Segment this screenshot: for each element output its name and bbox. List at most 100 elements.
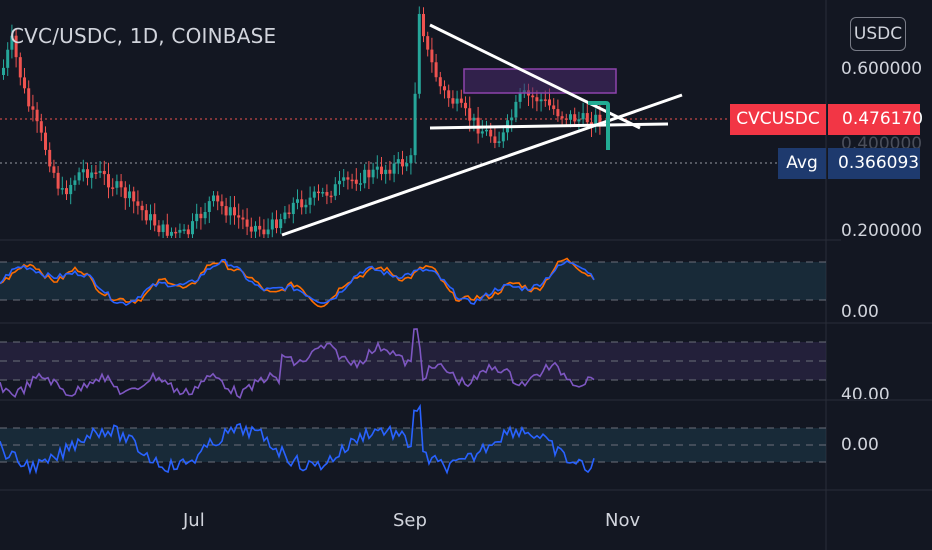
symbol-tag-value: 0.476170 — [828, 104, 923, 135]
candle-body — [585, 113, 589, 123]
candle-body — [581, 113, 585, 120]
rising-trendline[interactable] — [281, 93, 683, 237]
time-label-jul: Jul — [183, 510, 205, 531]
candle-body — [375, 166, 379, 170]
candle-body — [422, 13, 425, 37]
candle-body — [426, 36, 430, 50]
candle-body — [539, 99, 543, 102]
candle-body — [10, 35, 14, 50]
candle-body — [392, 163, 396, 174]
stoch-d-line — [0, 257, 595, 308]
candle-body — [203, 211, 207, 219]
candle-body — [6, 49, 10, 68]
candle-body — [443, 86, 446, 91]
candle-body — [380, 166, 383, 175]
candle-body — [569, 114, 572, 120]
candle-body — [195, 213, 199, 222]
candle-body — [254, 225, 257, 232]
candle-body — [480, 131, 484, 134]
candle-body — [119, 181, 123, 188]
candle-body — [291, 202, 295, 215]
candle-body — [182, 229, 186, 231]
candle-body — [514, 101, 518, 118]
candle-body — [44, 132, 47, 150]
chart-title: CVC/USDC, 1D, COINBASE — [10, 24, 277, 48]
candle-body — [447, 90, 451, 99]
candle-body — [216, 195, 220, 202]
candle-body — [18, 57, 22, 78]
resistance-rectangle[interactable] — [463, 68, 617, 94]
candle-body — [510, 117, 514, 121]
candle-body — [354, 179, 358, 184]
candle-body — [153, 214, 157, 226]
candle-body — [405, 163, 409, 167]
rsi-axis-label: 40.00 — [841, 385, 910, 399]
candle-body — [170, 231, 173, 236]
stoch-band — [0, 262, 826, 300]
candle-body — [48, 149, 52, 167]
candle-body — [531, 95, 535, 98]
candle-body — [577, 119, 581, 122]
candle-body — [241, 217, 245, 220]
candle-body — [128, 191, 131, 199]
candle-body — [77, 172, 81, 181]
time-label-sep: Sep — [393, 510, 427, 531]
candle-body — [237, 215, 241, 218]
cci-axis-label: 0.00 — [841, 435, 899, 455]
candle-body — [409, 155, 413, 164]
candle-body — [451, 98, 455, 104]
candle-body — [52, 166, 56, 173]
upper-trendline[interactable] — [429, 23, 641, 130]
candle-body — [224, 206, 228, 216]
rsi-line — [0, 328, 595, 399]
candle-body — [300, 199, 304, 208]
candle-body — [321, 192, 325, 194]
candle-body — [23, 77, 26, 89]
candle-body — [472, 117, 476, 121]
candle-body — [2, 67, 5, 75]
candle-body — [245, 219, 249, 227]
candle-body — [485, 129, 488, 132]
candle-body — [279, 219, 283, 229]
candle-body — [65, 188, 68, 195]
candle-body — [430, 49, 434, 63]
candle-body — [594, 114, 598, 126]
cci-line — [0, 403, 595, 476]
avg-tag-name: Avg — [778, 148, 826, 179]
candle-body — [552, 105, 556, 110]
arrow-turn-down-icon — [588, 101, 610, 150]
candle-body — [497, 141, 501, 143]
candle-body — [371, 169, 375, 178]
currency-button[interactable]: USDC — [850, 17, 906, 51]
candle-body — [212, 195, 215, 202]
candle-body — [296, 199, 299, 203]
candle-body — [417, 13, 421, 94]
horizontal-trendline[interactable] — [429, 122, 669, 130]
candle-body — [94, 172, 98, 174]
candle-body — [501, 132, 505, 142]
candle-body — [56, 172, 60, 189]
candle-body — [598, 114, 602, 124]
candle-body — [548, 99, 551, 106]
price-label-high: 0.600000 — [841, 59, 932, 79]
candle-body — [60, 188, 64, 190]
candle-body — [258, 225, 262, 230]
candle-body — [388, 169, 392, 174]
candle-body — [81, 169, 85, 173]
avg-tag-value: 0.366093 — [828, 148, 920, 179]
candle-body — [123, 187, 127, 199]
candle-body — [464, 102, 467, 109]
candle-body — [308, 197, 312, 205]
candle-body — [69, 184, 73, 195]
candle-body — [115, 181, 119, 188]
candle-body — [535, 97, 539, 102]
candle-body — [178, 229, 182, 233]
price-label-low: 0.200000 — [841, 221, 932, 241]
candle-body — [174, 231, 178, 234]
candle-body — [149, 214, 152, 221]
candle-body — [199, 213, 203, 219]
candle-body — [220, 201, 224, 207]
candle-body — [136, 201, 140, 206]
candle-body — [14, 35, 18, 58]
